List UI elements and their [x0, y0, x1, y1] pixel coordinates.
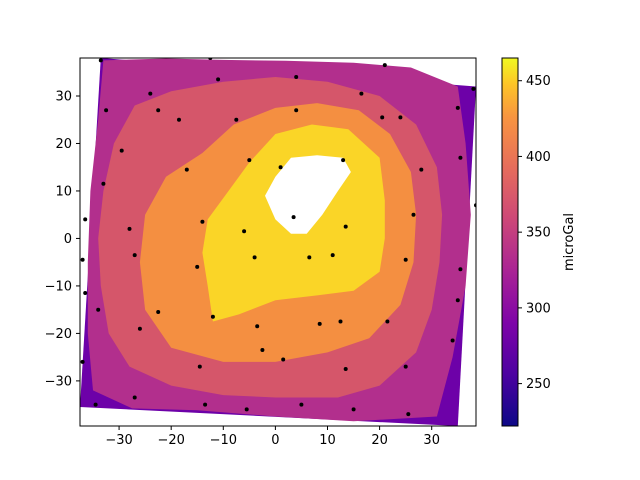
sample-point	[132, 395, 137, 400]
sample-point	[260, 348, 265, 352]
sample-point	[455, 105, 460, 110]
sample-point	[119, 148, 124, 153]
colorbar-tick-label: 250	[526, 377, 551, 392]
contour-region-4	[265, 155, 351, 234]
sample-point	[200, 219, 205, 224]
sample-point	[403, 364, 408, 369]
sample-point	[127, 226, 132, 231]
colorbar: 250 300 350 400 450 microGal	[501, 57, 577, 427]
sample-point	[101, 181, 106, 186]
sample-point	[255, 324, 260, 329]
sample-point	[80, 359, 85, 364]
sample-point	[281, 357, 286, 362]
sample-point	[458, 267, 463, 272]
y-tick-label: 0	[64, 232, 72, 247]
sample-point	[93, 402, 98, 407]
x-tick-label: 10	[319, 433, 336, 448]
sample-point	[458, 155, 463, 160]
x-tick-label: 20	[371, 433, 388, 448]
sample-point	[156, 310, 161, 314]
colorbar-tick-label: 300	[526, 301, 551, 316]
sample-point	[197, 364, 202, 369]
sample-point	[343, 367, 348, 371]
sample-point	[406, 412, 411, 417]
y-axis-ticks: −30 −20 −10 0 10 20 30	[45, 89, 80, 389]
sample-point	[330, 253, 335, 258]
y-tick-label: −10	[45, 279, 72, 294]
sample-point	[184, 167, 189, 172]
colorbar-tick-label: 450	[526, 74, 551, 89]
colorbar-gradient	[502, 58, 518, 426]
colorbar-ticks: 250 300 350 400 450	[518, 74, 551, 392]
sample-point	[83, 217, 88, 222]
sample-point	[242, 229, 247, 234]
sample-point	[177, 117, 181, 122]
sample-point	[98, 58, 103, 63]
contour-regions	[80, 58, 476, 426]
y-tick-label: −20	[45, 327, 72, 342]
sample-point	[132, 253, 137, 258]
sample-point	[83, 291, 88, 295]
sample-point	[359, 91, 364, 96]
x-tick-label: −10	[210, 433, 237, 448]
sample-point	[450, 338, 455, 343]
sample-point	[341, 158, 346, 163]
sample-point	[317, 321, 322, 326]
x-tick-label: −30	[105, 433, 132, 448]
sample-point	[403, 257, 408, 262]
sample-point	[351, 407, 356, 412]
sample-point	[278, 165, 283, 170]
sample-point	[252, 255, 257, 260]
colorbar-tick-label: 350	[526, 226, 551, 241]
x-tick-label: −20	[157, 433, 184, 448]
sample-point	[294, 75, 299, 79]
sample-point	[419, 167, 424, 172]
sample-point	[307, 255, 312, 260]
sample-point	[299, 402, 304, 407]
sample-points	[80, 58, 476, 417]
sample-point	[210, 314, 215, 319]
sample-point	[195, 264, 200, 269]
sample-point	[203, 402, 208, 407]
sample-point	[247, 158, 252, 163]
colorbar-label: microGal	[562, 213, 577, 271]
plot-frame	[79, 57, 477, 427]
plot-area	[80, 58, 476, 426]
sample-point	[294, 108, 299, 113]
sample-point	[148, 91, 153, 96]
x-tick-label: 30	[423, 433, 440, 448]
sample-point	[380, 115, 385, 120]
sample-point	[411, 212, 416, 217]
y-tick-label: 20	[55, 137, 72, 152]
y-tick-label: 10	[55, 184, 72, 199]
x-tick-label: 0	[271, 433, 279, 448]
sample-point	[385, 319, 390, 324]
sample-point	[398, 115, 403, 120]
sample-point	[291, 215, 296, 220]
sample-point	[343, 224, 348, 229]
sample-point	[80, 257, 85, 262]
sample-point	[471, 86, 476, 91]
colorbar-frame	[501, 57, 519, 427]
sample-point	[244, 407, 249, 412]
sample-point	[338, 319, 343, 324]
y-tick-label: −30	[45, 374, 72, 389]
sample-point	[156, 108, 161, 113]
sample-point	[382, 63, 387, 68]
sample-point	[455, 298, 460, 303]
sample-point	[104, 108, 109, 113]
y-tick-label: 30	[55, 89, 72, 104]
sample-point	[234, 117, 239, 122]
sample-point	[96, 307, 101, 312]
sample-point	[137, 326, 142, 331]
sample-point	[216, 77, 221, 82]
colorbar-tick-label: 400	[526, 150, 551, 165]
x-axis-ticks: −30 −20 −10 0 10 20 30	[105, 426, 440, 448]
